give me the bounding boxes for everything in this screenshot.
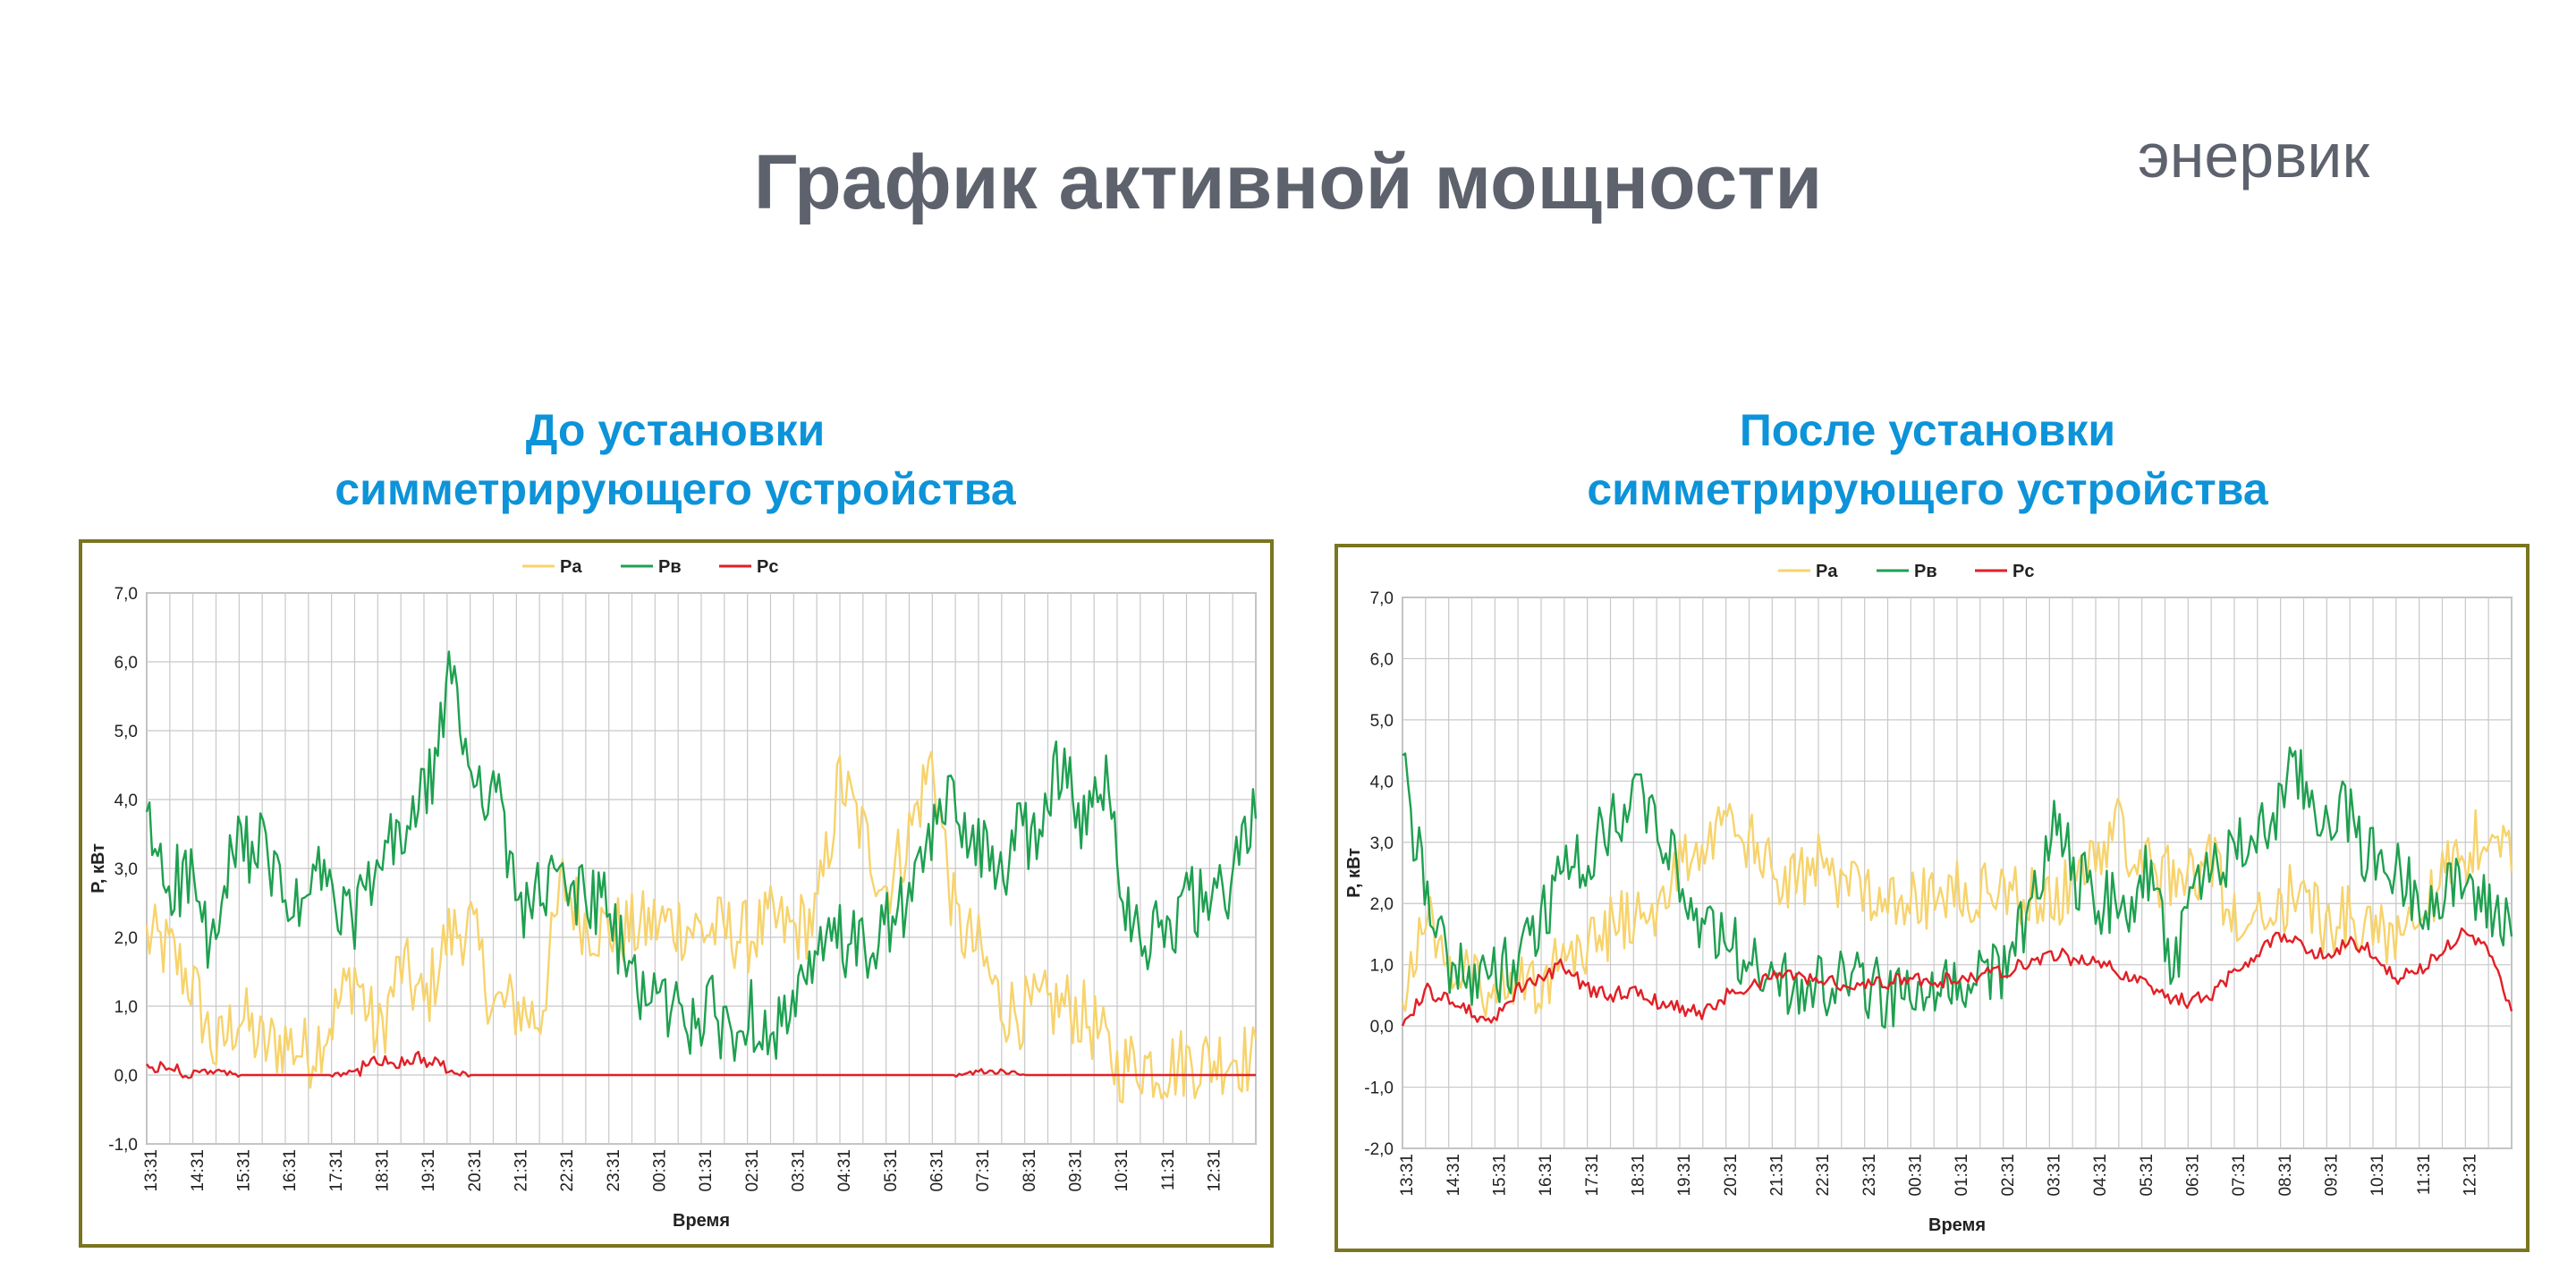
x-tick-label: 10:31	[1113, 1149, 1131, 1192]
y-tick-label: 1,0	[114, 998, 138, 1017]
y-tick-label: 2,0	[114, 929, 138, 948]
legend-label: Pc	[757, 557, 778, 577]
x-tick-label: 21:31	[1768, 1154, 1787, 1197]
x-tick-label: 20:31	[466, 1149, 485, 1192]
series-line-pa	[145, 750, 1258, 1104]
logo-text: энервик	[2138, 121, 2370, 190]
x-tick-label: 08:31	[2276, 1154, 2295, 1197]
x-tick-label: 15:31	[1491, 1154, 1510, 1197]
legend-label: Pв	[1914, 562, 1937, 581]
x-tick-label: 23:31	[1860, 1154, 1879, 1197]
x-tick-label: 19:31	[419, 1149, 438, 1192]
y-tick-label: 5,0	[1370, 712, 1394, 731]
x-tick-label: 05:31	[882, 1149, 901, 1192]
x-tick-label: 22:31	[558, 1149, 577, 1192]
panel-title-before-line2: симметрирующего устройства	[335, 464, 1016, 514]
y-tick-label: 4,0	[114, 792, 138, 810]
chart-before: -1,0 0,0 1,0 2,0 3,0 4,0 5,0 6,0 7,0 13:31 14:31 15…	[89, 557, 1258, 1231]
x-tick-label: 07:31	[2230, 1154, 2249, 1197]
x-tick-label: 01:31	[1953, 1154, 1971, 1197]
x-tick-label: 15:31	[235, 1149, 254, 1192]
series-line-pв	[1402, 746, 2513, 1029]
x-tick-label: 04:31	[2091, 1154, 2110, 1197]
x-tick-label: 17:31	[1583, 1154, 1602, 1197]
x-tick-label: 23:31	[605, 1149, 623, 1192]
x-tick-label: 00:31	[1907, 1154, 1926, 1197]
panel-title-after-line1: После установки	[1739, 405, 2116, 455]
chart-before-frame: -1,0 0,0 1,0 2,0 3,0 4,0 5,0 6,0 7,0 13:31 14:31 15…	[79, 539, 1274, 1248]
series-line-pa	[1401, 797, 2513, 1018]
x-tick-label: 12:31	[1206, 1149, 1224, 1192]
panel-title-after: После установки симметрирующего устройст…	[1333, 401, 2522, 519]
x-tick-label: 04:31	[835, 1149, 854, 1192]
series-line-pв	[145, 650, 1258, 1063]
y-tick-label: 3,0	[114, 860, 138, 879]
y-tick-label: 6,0	[114, 654, 138, 673]
series-line-pc	[146, 1050, 1256, 1080]
y-tick-label: 1,0	[1370, 957, 1394, 976]
x-tick-label: 18:31	[1630, 1154, 1648, 1197]
x-tick-label: 20:31	[1722, 1154, 1741, 1197]
x-tick-label: 01:31	[697, 1149, 716, 1192]
y-tick-label: 7,0	[1370, 589, 1394, 608]
legend: Pa Pв Pc	[1778, 562, 2034, 581]
legend-label: Pa	[1816, 562, 1838, 581]
panel-title-before-line1: До установки	[525, 405, 826, 455]
y-tick-label: -2,0	[1364, 1140, 1394, 1159]
series-line-pc	[1401, 927, 2513, 1027]
y-tick-label: 0,0	[114, 1067, 138, 1086]
y-tick-label: 6,0	[1370, 650, 1394, 669]
x-tick-label: 16:31	[1537, 1154, 1555, 1197]
y-tick-label: 5,0	[114, 723, 138, 741]
y-tick-label: 7,0	[114, 585, 138, 604]
x-tick-label: 11:31	[1159, 1149, 1178, 1190]
logo: энервик	[2138, 107, 2496, 201]
x-tick-label: 11:31	[2415, 1154, 2434, 1195]
y-tick-label: 4,0	[1370, 773, 1394, 792]
y-tick-label: -1,0	[1364, 1080, 1394, 1098]
x-tick-label: 13:31	[142, 1149, 161, 1192]
x-tick-label: 19:31	[1675, 1154, 1694, 1197]
x-axis-label: Время	[1928, 1215, 1986, 1235]
legend-label: Pв	[658, 557, 682, 577]
x-tick-label: 08:31	[1021, 1149, 1039, 1192]
x-tick-label: 00:31	[651, 1149, 670, 1192]
x-tick-label: 16:31	[281, 1149, 300, 1192]
x-tick-label: 03:31	[790, 1149, 809, 1192]
x-tick-label: 22:31	[1814, 1154, 1833, 1197]
logo-mark: энервик	[2138, 121, 2370, 190]
x-tick-label: 12:31	[2462, 1154, 2480, 1197]
x-tick-label: 02:31	[1999, 1154, 2018, 1197]
y-axis-label: P, кВт	[1344, 848, 1364, 898]
x-tick-label: 03:31	[2046, 1154, 2064, 1197]
x-tick-label: 07:31	[974, 1149, 993, 1192]
legend-label: Pc	[2012, 562, 2034, 581]
y-axis-label: P, кВт	[89, 843, 108, 893]
x-tick-label: 13:31	[1398, 1154, 1417, 1197]
y-tick-label: 3,0	[1370, 834, 1394, 853]
x-tick-label: 06:31	[2184, 1154, 2203, 1197]
chart-after-frame: -2,0 -1,0 0,0 1,0 2,0 3,0 4,0 5,0 6,0 7,0 13:31 14:…	[1335, 544, 2529, 1252]
x-tick-label: 05:31	[2138, 1154, 2157, 1197]
x-axis-label: Время	[673, 1211, 730, 1231]
x-tick-label: 02:31	[743, 1149, 762, 1192]
x-tick-label: 06:31	[928, 1149, 947, 1192]
y-tick-label: 0,0	[1370, 1018, 1394, 1037]
x-tick-label: 14:31	[189, 1149, 208, 1192]
chart-after: -2,0 -1,0 0,0 1,0 2,0 3,0 4,0 5,0 6,0 7,0 13:31 14:…	[1344, 562, 2513, 1235]
panel-title-after-line2: симметрирующего устройства	[1587, 464, 2268, 514]
x-tick-label: 18:31	[374, 1149, 393, 1192]
x-tick-label: 17:31	[327, 1149, 346, 1192]
x-tick-label: 09:31	[1067, 1149, 1086, 1192]
x-tick-label: 21:31	[513, 1149, 531, 1192]
x-tick-label: 10:31	[2368, 1154, 2387, 1197]
x-tick-label: 14:31	[1445, 1154, 1463, 1197]
y-tick-label: -1,0	[108, 1136, 138, 1155]
legend-label: Pa	[560, 557, 582, 577]
panel-title-before: До установки симметрирующего устройства	[80, 401, 1270, 519]
legend: Pa Pв Pc	[522, 557, 778, 577]
page-title: График активной мощности	[753, 140, 1823, 225]
y-tick-label: 2,0	[1370, 895, 1394, 914]
x-tick-label: 09:31	[2323, 1154, 2342, 1197]
